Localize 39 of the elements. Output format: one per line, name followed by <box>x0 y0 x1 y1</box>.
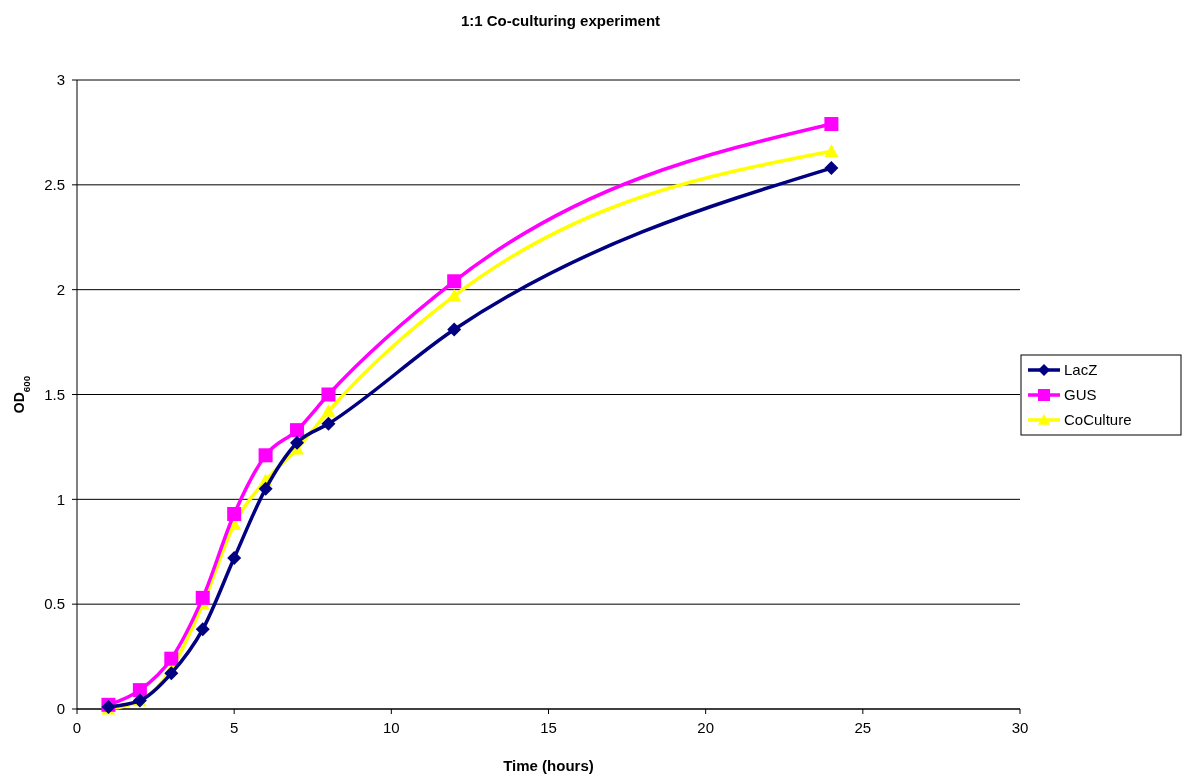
point <box>321 387 336 402</box>
x-tick-label: 0 <box>72 719 82 736</box>
y-tick-label: 1.5 <box>44 385 65 403</box>
point <box>290 423 305 438</box>
point <box>258 481 273 496</box>
point <box>227 551 242 566</box>
point <box>290 435 305 450</box>
point <box>195 590 210 605</box>
y-tick-label: 1 <box>56 490 65 508</box>
point <box>227 507 242 522</box>
point <box>321 404 336 417</box>
point <box>321 416 336 431</box>
point <box>164 651 179 666</box>
x-tick-label: 15 <box>540 719 557 736</box>
point <box>195 622 210 637</box>
y-tick-label: 2.5 <box>44 176 65 194</box>
point <box>447 274 462 289</box>
x-tick-label: 10 <box>382 719 400 736</box>
y-tick-label: 2 <box>56 280 65 298</box>
point <box>824 144 839 157</box>
point <box>824 161 839 176</box>
x-tick-label: 30 <box>1011 719 1029 736</box>
x-axis-title: Time (hours) <box>503 757 594 774</box>
legend-label: CoCulture <box>1064 411 1132 429</box>
y-tick-label: 0.5 <box>44 595 65 613</box>
chart-title: 1:1 Co-culturing experiment <box>460 12 661 29</box>
x-tick-label: 25 <box>854 719 872 736</box>
x-tick-label: 5 <box>229 719 239 736</box>
point <box>258 448 273 463</box>
point <box>447 322 462 337</box>
legend-label: LacZ <box>1064 361 1098 379</box>
y-tick-label: 0 <box>56 700 65 718</box>
point <box>132 683 147 698</box>
x-tick-label: 20 <box>697 719 715 736</box>
legend-label: GUS <box>1064 386 1097 404</box>
y-tick-label: 3 <box>56 71 65 89</box>
point <box>447 288 462 302</box>
point <box>164 666 179 681</box>
point <box>824 117 839 132</box>
